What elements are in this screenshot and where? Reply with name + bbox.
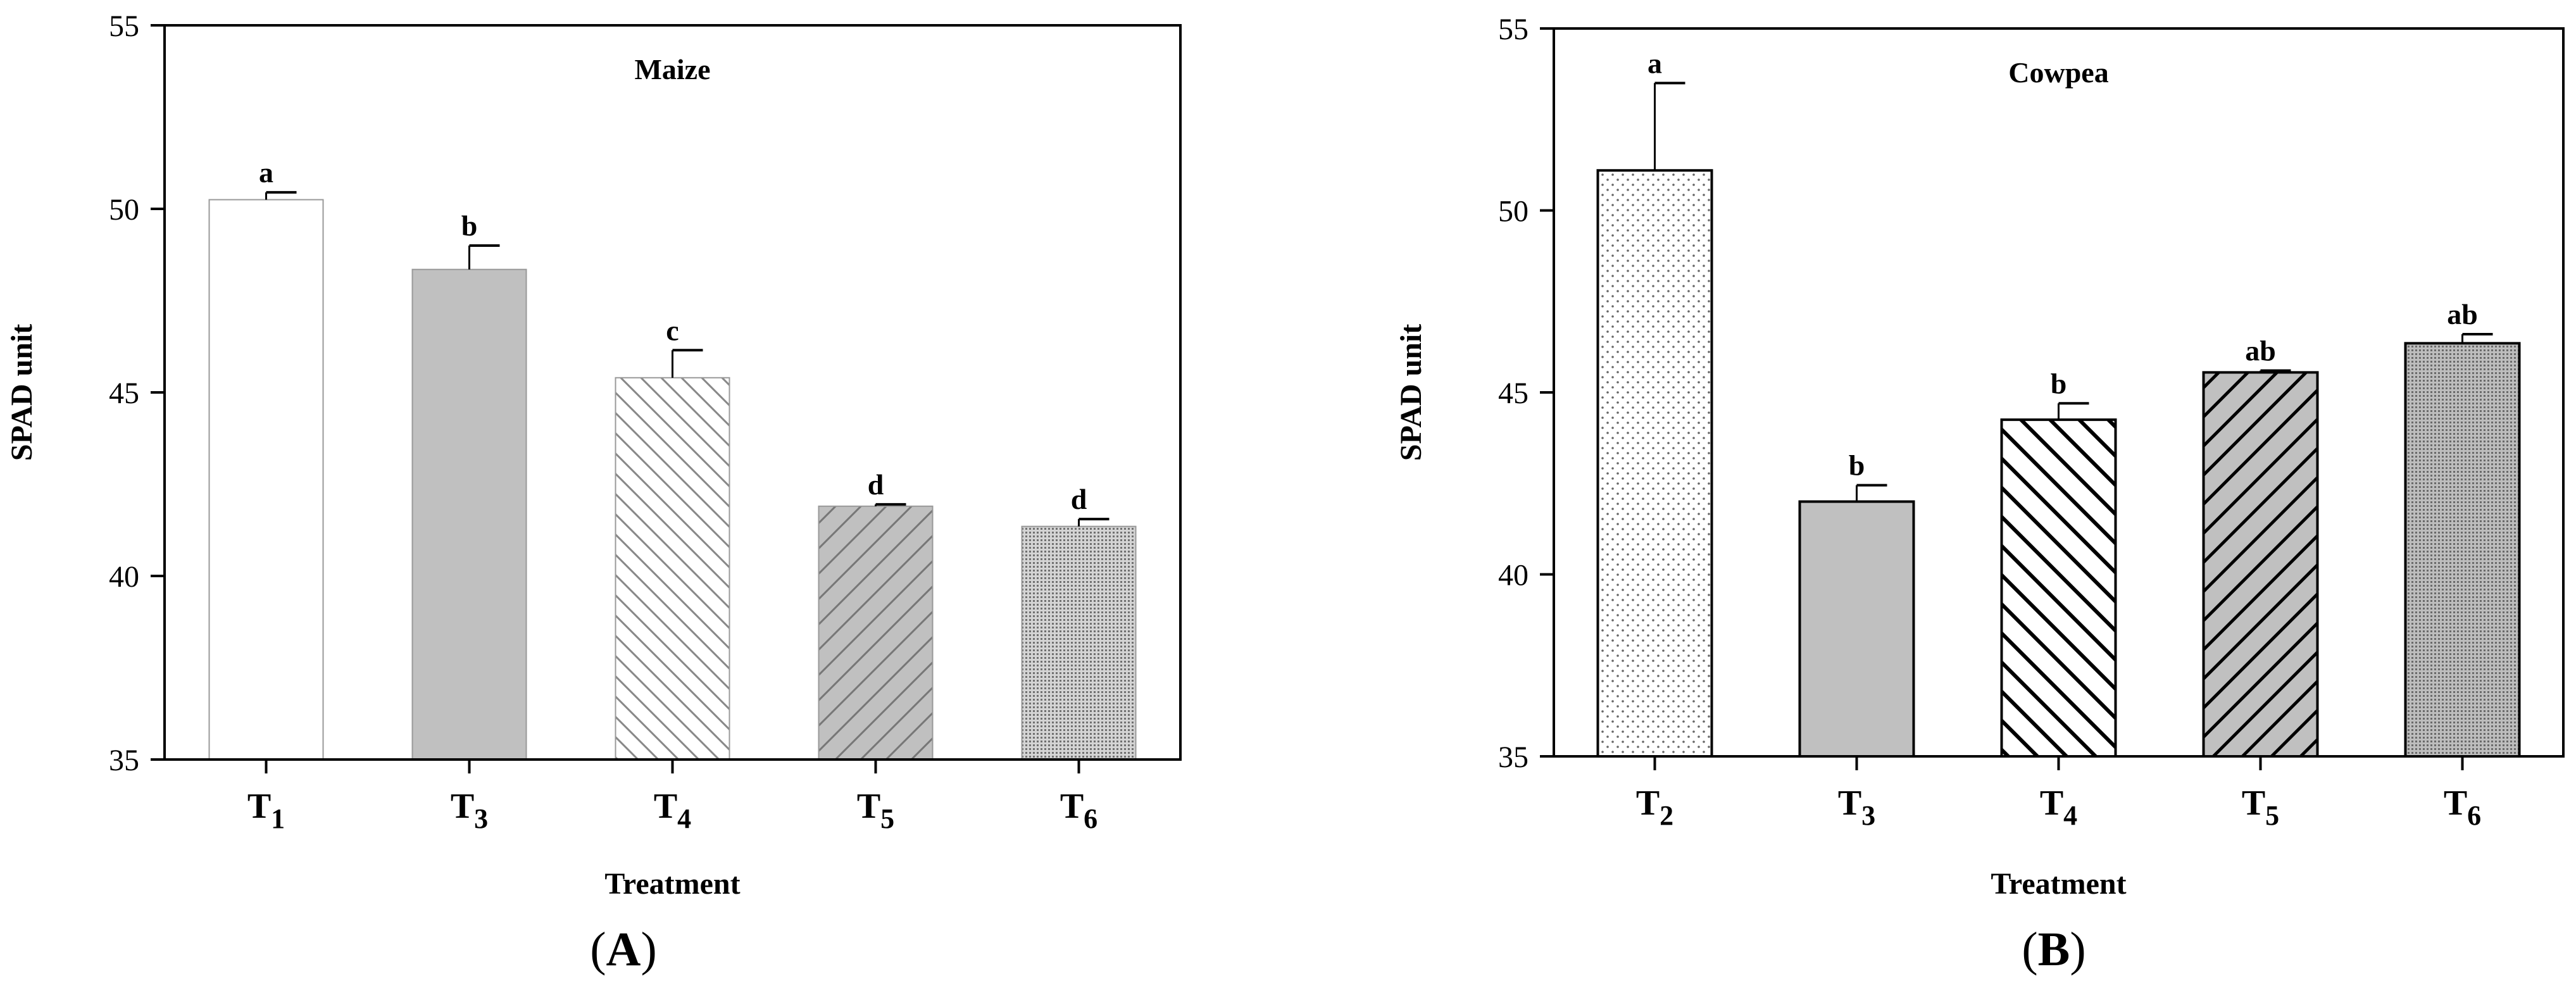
y-tick-label: 50: [109, 193, 139, 227]
x-tick-label: T6: [2444, 784, 2481, 831]
panel-label: (A): [590, 923, 657, 976]
error-bar: [875, 503, 906, 506]
y-tick-label: 50: [1498, 195, 1529, 228]
significance-letter: c: [666, 314, 678, 346]
error-bar: [1856, 484, 1887, 502]
significance-letter: d: [868, 468, 884, 501]
bar: [818, 505, 934, 760]
significance-letter: b: [2051, 367, 2067, 399]
bar: [1798, 500, 1915, 758]
y-tick-label: 55: [1498, 13, 1529, 46]
bar: [1596, 169, 1713, 758]
x-tick-label: T2: [1636, 784, 1673, 831]
y-tick-label: 45: [1498, 377, 1529, 410]
significance-letter: a: [259, 156, 273, 189]
x-tick-label: T5: [2242, 784, 2279, 831]
panel-label: (B): [2022, 923, 2085, 976]
maize-chart: a b c d d 35 40 45 50 55 T1 T3 T4 T5 T6 Maize Treatment S…: [5, 9, 1182, 976]
bar: [411, 268, 527, 760]
y-tick-label: 35: [1498, 741, 1529, 774]
x-tick-label: T4: [2040, 784, 2077, 831]
x-axis-title: Treatment: [1991, 867, 2126, 901]
error-bar: [2260, 369, 2291, 373]
y-tick-label: 55: [109, 9, 139, 43]
bar: [208, 199, 324, 760]
significance-letter: b: [461, 209, 478, 242]
x-tick-label: T4: [654, 787, 691, 834]
significance-letter: ab: [2245, 335, 2276, 367]
bar: [2000, 418, 2117, 758]
y-tick-label: 45: [109, 377, 139, 410]
error-bar: [2461, 333, 2493, 344]
chart-title: Maize: [634, 53, 710, 85]
significance-letter: d: [1071, 483, 1087, 515]
y-tick-label: 40: [109, 560, 139, 594]
error-bar: [265, 191, 297, 200]
y-axis-title: SPAD unit: [5, 324, 39, 461]
x-axis-title: Treatment: [604, 867, 740, 901]
error-bar: [2058, 402, 2089, 420]
significance-letter: a: [1648, 47, 1662, 79]
error-bar: [468, 244, 500, 270]
y-tick-label: 35: [109, 744, 139, 777]
chart-title: Cowpea: [2008, 56, 2108, 89]
bar: [1021, 525, 1137, 760]
x-tick-label: T3: [1838, 784, 1875, 831]
bar: [2202, 371, 2319, 758]
error-bar: [1078, 518, 1110, 527]
x-tick-label: T5: [857, 787, 894, 834]
significance-letter: b: [1849, 449, 1865, 482]
error-bar: [1654, 82, 1685, 171]
bar: [2404, 342, 2521, 758]
x-tick-label: T3: [451, 787, 488, 834]
y-tick-label: 40: [1498, 559, 1529, 592]
error-bar: [672, 349, 703, 378]
bar: [615, 377, 730, 760]
x-tick-label: T1: [247, 787, 285, 834]
y-axis-title: SPAD unit: [1394, 324, 1428, 461]
x-tick-label: T6: [1060, 787, 1097, 834]
significance-letter: ab: [2447, 298, 2478, 330]
